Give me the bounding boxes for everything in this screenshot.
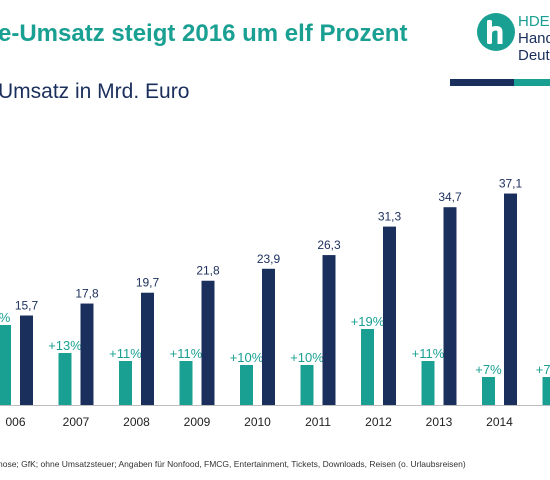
logo-line: Hand — [518, 30, 550, 47]
revenue-label: 31,3 — [378, 210, 402, 224]
x-tick-label: 2012 — [365, 415, 392, 429]
revenue-label: 23,9 — [257, 252, 281, 266]
revenue-label: 19,7 — [136, 276, 160, 290]
source-footnote: nose; GfK; ohne Umsatzsteuer; Angaben fü… — [0, 459, 466, 469]
growth-bar — [0, 325, 11, 405]
x-tick-label: 2009 — [184, 415, 211, 429]
growth-label: +7% — [475, 362, 502, 377]
x-tick-label: 2007 — [63, 415, 90, 429]
growth-label: +11% — [109, 346, 142, 361]
revenue-label: 17,8 — [75, 287, 99, 301]
revenue-bar — [80, 303, 94, 405]
page-title: e-Umsatz steigt 2016 um elf Prozent — [0, 20, 408, 47]
x-tick-label: 2010 — [244, 415, 271, 429]
revenue-bar — [383, 226, 396, 405]
revenue-bar — [141, 292, 154, 405]
x-tick-label: 2008 — [123, 415, 150, 429]
x-tick-label: 2014 — [486, 415, 513, 429]
growth-label: +11% — [412, 346, 445, 361]
revenue-bar — [201, 280, 215, 405]
growth-bar — [421, 361, 435, 405]
revenue-bar — [262, 268, 275, 405]
growth-bar — [300, 365, 314, 405]
x-tick-label: 2013 — [426, 415, 453, 429]
x-tick-label: 006 — [5, 415, 25, 429]
header-stripe-teal — [514, 79, 550, 86]
revenue-label: 34,7 — [438, 190, 462, 204]
revenue-bar — [504, 193, 517, 405]
growth-bar — [119, 361, 132, 405]
growth-label: +10% — [230, 350, 264, 365]
growth-bar — [58, 353, 72, 405]
growth-bar — [179, 361, 193, 405]
revenue-label: 37,1 — [499, 177, 523, 191]
revenue-label: 21,8 — [196, 264, 220, 278]
revenue-bar — [322, 255, 336, 405]
logo-wordmark: HDE Hand Deut — [518, 13, 550, 64]
x-tick-label: 2011 — [305, 415, 331, 429]
growth-label: +7% — [536, 362, 550, 377]
growth-label: % — [0, 310, 11, 325]
hde-logo-icon — [477, 13, 515, 51]
revenue-bar — [443, 207, 457, 405]
growth-label: +10% — [290, 350, 324, 365]
growth-label: +13% — [48, 338, 82, 353]
logo-line: HDE — [518, 13, 550, 30]
growth-bar — [240, 365, 253, 405]
revenue-label: 26,3 — [317, 238, 341, 252]
growth-bar — [361, 329, 374, 405]
revenue-label: 15,7 — [15, 299, 39, 313]
revenue-bar — [20, 315, 33, 405]
growth-bar — [482, 377, 495, 405]
logo-line: Deut — [518, 47, 550, 64]
growth-label: +11% — [170, 346, 203, 361]
header-stripe-navy — [450, 79, 514, 86]
growth-bar — [542, 377, 550, 405]
growth-label: +19% — [351, 314, 385, 329]
chart-subtitle: Umsatz in Mrd. Euro — [0, 80, 190, 103]
